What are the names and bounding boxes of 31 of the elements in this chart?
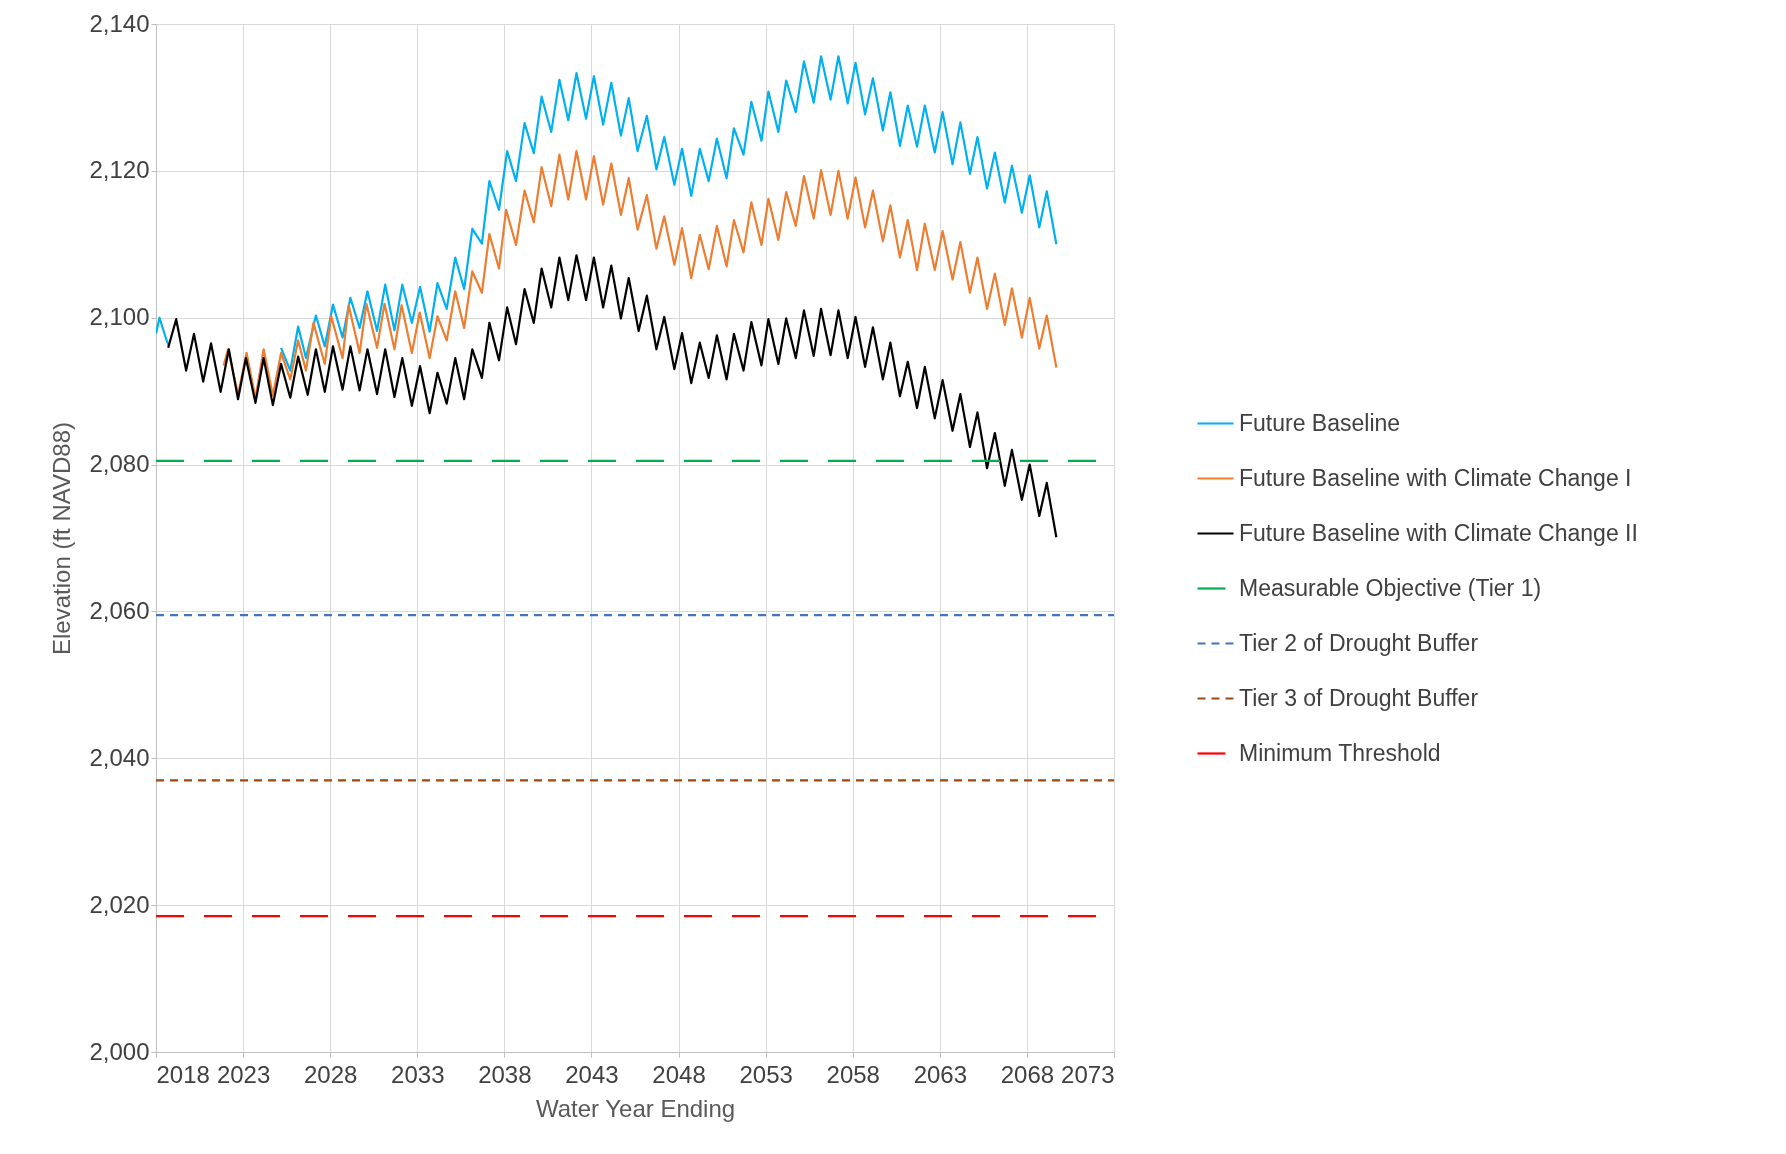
legend-label: Minimum Threshold <box>1239 739 1441 766</box>
line-series <box>167 254 1058 539</box>
y-tick-label: 2,060 <box>89 596 150 624</box>
y-tick-label: 2,040 <box>89 743 150 771</box>
x-tick-label: 2048 <box>652 1060 706 1088</box>
x-tick-label: 2033 <box>391 1060 445 1088</box>
legend-label: Tier 2 of Drought Buffer <box>1239 629 1479 656</box>
legend-label: Tier 3 of Drought Buffer <box>1239 684 1479 711</box>
x-tick-label: 2023 <box>216 1060 271 1088</box>
x-tick-label: 2038 <box>478 1060 532 1088</box>
x-tick-label: 2063 <box>913 1060 968 1088</box>
y-tick-label: 2,140 <box>89 9 150 37</box>
legend-label: Measurable Objective (Tier 1) <box>1239 574 1542 601</box>
y-tick-label: 2,120 <box>89 156 150 184</box>
legend-label: Future Baseline with Climate Change II <box>1239 519 1638 546</box>
x-tick-label: 2018 <box>156 1060 210 1088</box>
x-tick-label: 2058 <box>826 1060 880 1088</box>
y-tick-label: 2,020 <box>89 890 150 918</box>
x-tick-label: 2028 <box>303 1060 358 1088</box>
y-tick-label: 2,080 <box>89 450 150 478</box>
line-series <box>222 149 1058 400</box>
x-tick-label: 2053 <box>739 1060 793 1088</box>
legend-label: Future Baseline <box>1239 409 1401 436</box>
x-tick-label: 2073 <box>1061 1060 1115 1088</box>
y-tick-label: 2,000 <box>89 1037 150 1065</box>
x-tick-label: 2068 <box>1000 1060 1055 1088</box>
y-axis-title: Elevation (ft NAVD88) <box>48 422 76 655</box>
legend-label: Future Baseline with Climate Change I <box>1239 464 1632 491</box>
y-tick-label: 2,100 <box>89 303 150 331</box>
x-axis-title: Water Year Ending <box>535 1094 736 1122</box>
x-tick-label: 2043 <box>565 1060 619 1088</box>
